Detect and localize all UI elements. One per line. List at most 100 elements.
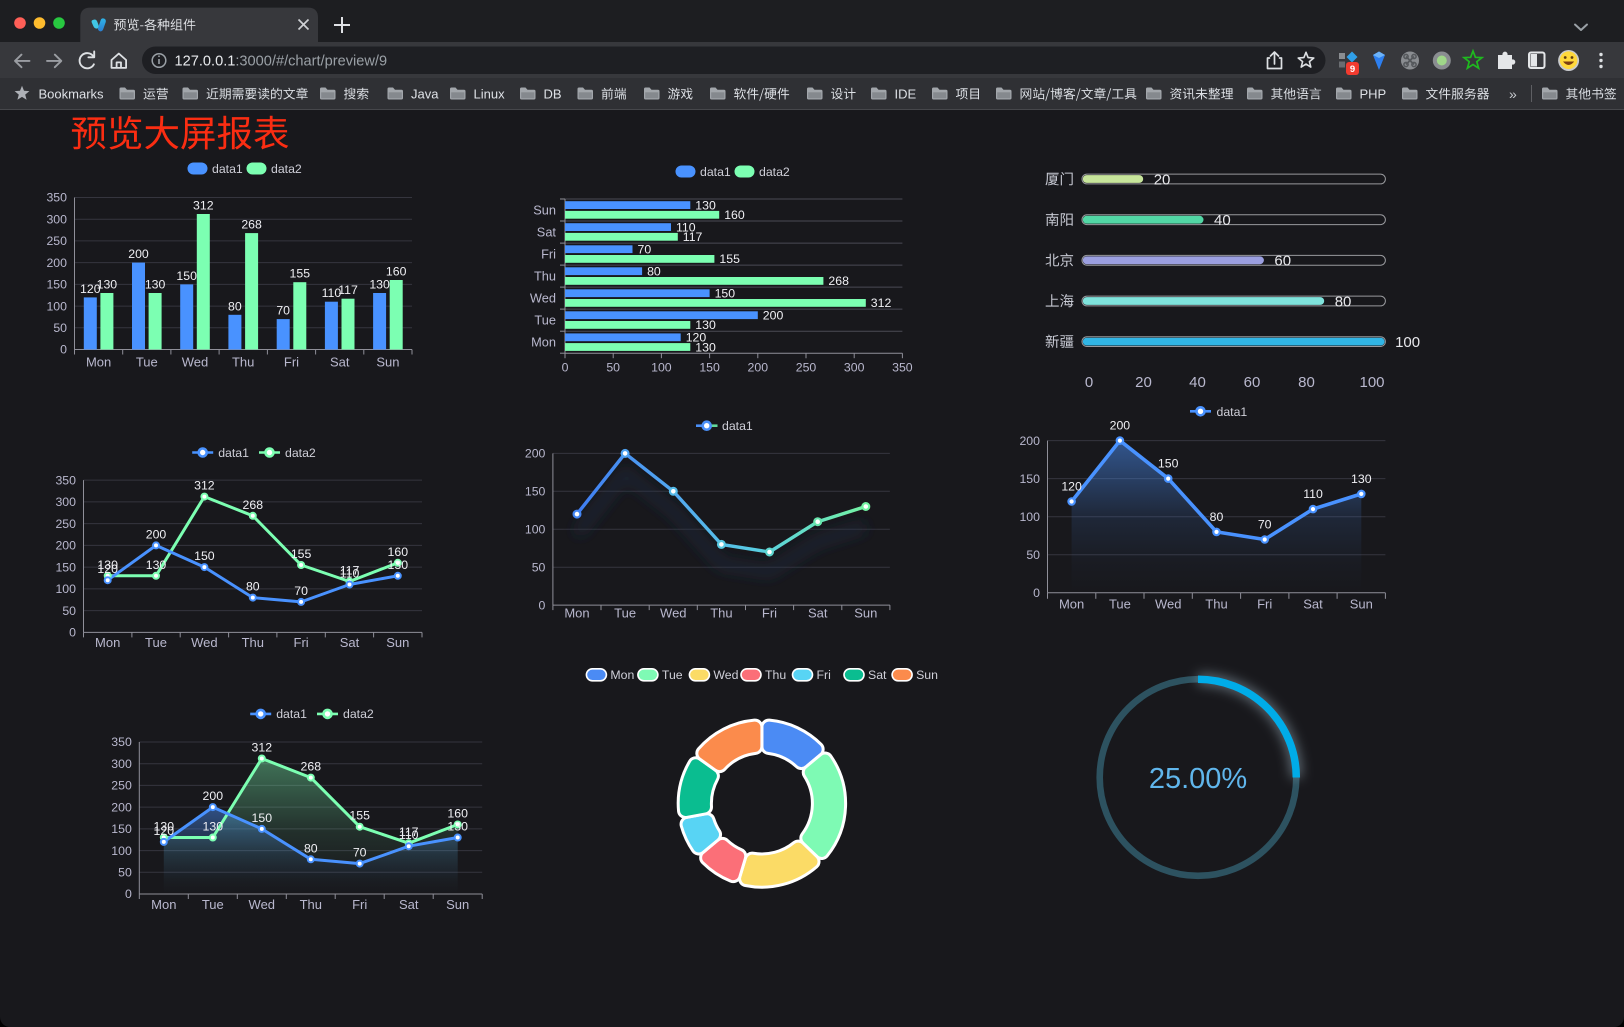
- svg-text:Wed: Wed: [191, 635, 218, 650]
- svg-text:200: 200: [55, 539, 76, 553]
- svg-text:Fri: Fri: [1257, 597, 1272, 612]
- svg-text:DB: DB: [544, 87, 562, 102]
- svg-text:117: 117: [399, 825, 419, 839]
- svg-text:120: 120: [154, 824, 175, 838]
- svg-text:Sat: Sat: [808, 606, 828, 621]
- svg-text:130: 130: [145, 278, 166, 292]
- svg-text:Wed: Wed: [713, 668, 738, 682]
- svg-text:0: 0: [125, 887, 132, 901]
- svg-text:100: 100: [1359, 374, 1384, 391]
- svg-text:130: 130: [369, 278, 390, 292]
- svg-text:Mon: Mon: [564, 606, 589, 621]
- svg-text:Sun: Sun: [386, 635, 409, 650]
- svg-text:Fri: Fri: [817, 668, 831, 682]
- svg-text:Fri: Fri: [352, 897, 367, 912]
- svg-text:130: 130: [695, 198, 716, 212]
- svg-text:160: 160: [388, 545, 409, 559]
- svg-text:130: 130: [388, 558, 409, 572]
- svg-text:200: 200: [525, 447, 546, 461]
- svg-text:150: 150: [1158, 457, 1179, 471]
- svg-text:130: 130: [695, 318, 716, 332]
- svg-text:25.00%: 25.00%: [1149, 763, 1247, 795]
- svg-text:110: 110: [676, 220, 696, 234]
- svg-text:120: 120: [80, 282, 101, 296]
- svg-text:data1: data1: [212, 162, 243, 176]
- svg-text:150: 150: [46, 278, 67, 292]
- svg-text:0: 0: [69, 626, 76, 640]
- svg-text:20: 20: [1135, 374, 1152, 391]
- svg-text:70: 70: [1258, 518, 1272, 532]
- svg-text:data2: data2: [343, 707, 374, 721]
- svg-text:150: 150: [111, 822, 132, 836]
- svg-text:300: 300: [844, 361, 865, 375]
- svg-text:data1: data1: [276, 707, 307, 721]
- svg-text:Thu: Thu: [1205, 597, 1227, 612]
- svg-text:350: 350: [111, 735, 132, 749]
- svg-text:0: 0: [60, 343, 67, 357]
- svg-text:Fri: Fri: [541, 246, 556, 261]
- svg-text:268: 268: [301, 760, 322, 774]
- svg-text:268: 268: [241, 218, 262, 232]
- svg-text:Mon: Mon: [86, 355, 111, 370]
- svg-text:Mon: Mon: [610, 668, 634, 682]
- svg-text:160: 160: [386, 265, 407, 279]
- svg-text:130: 130: [97, 278, 118, 292]
- svg-text:data1: data1: [700, 165, 731, 179]
- svg-text:Mon: Mon: [531, 335, 556, 350]
- svg-text:350: 350: [46, 191, 67, 205]
- svg-text:130: 130: [695, 340, 716, 354]
- svg-text:117: 117: [338, 283, 358, 297]
- svg-text:150: 150: [699, 361, 720, 375]
- svg-text:300: 300: [46, 212, 67, 226]
- svg-text:70: 70: [276, 304, 290, 318]
- svg-text:312: 312: [871, 296, 892, 310]
- svg-text:9: 9: [1350, 64, 1355, 75]
- svg-text:100: 100: [46, 299, 67, 313]
- svg-text:110: 110: [340, 567, 360, 581]
- svg-text:Java: Java: [411, 87, 439, 102]
- svg-text:Sun: Sun: [916, 668, 938, 682]
- svg-text:0: 0: [1033, 586, 1040, 600]
- svg-text:Sun: Sun: [1350, 597, 1373, 612]
- svg-text:Sat: Sat: [399, 897, 419, 912]
- svg-text:»: »: [1509, 86, 1517, 102]
- svg-text:130: 130: [97, 558, 118, 572]
- svg-text:70: 70: [294, 584, 308, 598]
- svg-text:200: 200: [111, 800, 132, 814]
- svg-text:0: 0: [562, 361, 569, 375]
- svg-text:155: 155: [349, 809, 370, 823]
- svg-text:350: 350: [55, 473, 76, 487]
- svg-text:80: 80: [1335, 293, 1352, 310]
- svg-text:150: 150: [194, 549, 215, 563]
- svg-text:Sat: Sat: [537, 224, 557, 239]
- svg-text:200: 200: [46, 256, 67, 270]
- svg-text:350: 350: [892, 361, 913, 375]
- svg-text:Tue: Tue: [202, 897, 224, 912]
- svg-text:Linux: Linux: [474, 87, 506, 102]
- svg-text:268: 268: [243, 498, 264, 512]
- svg-text:80: 80: [1298, 374, 1315, 391]
- svg-text:100: 100: [111, 844, 132, 858]
- svg-text:Thu: Thu: [534, 268, 556, 283]
- svg-text:Mon: Mon: [1059, 597, 1084, 612]
- svg-text:70: 70: [353, 846, 367, 860]
- svg-text:127.0.0.1:3000/#/chart/preview: 127.0.0.1:3000/#/chart/preview/9: [175, 54, 388, 70]
- svg-text:Wed: Wed: [530, 290, 556, 305]
- svg-text:0: 0: [539, 598, 546, 612]
- svg-text:110: 110: [322, 286, 342, 300]
- svg-text:Sun: Sun: [446, 897, 469, 912]
- svg-text:50: 50: [53, 321, 67, 335]
- svg-text:130: 130: [146, 558, 167, 572]
- svg-text:160: 160: [724, 208, 745, 222]
- svg-text:Mon: Mon: [95, 635, 120, 650]
- svg-text:117: 117: [683, 230, 703, 244]
- svg-text:Sun: Sun: [854, 606, 877, 621]
- svg-text:Tue: Tue: [662, 668, 683, 682]
- svg-text:Tue: Tue: [136, 355, 158, 370]
- svg-text:155: 155: [291, 547, 312, 561]
- svg-text:120: 120: [686, 331, 707, 345]
- svg-text:200: 200: [763, 309, 784, 323]
- svg-text:117: 117: [340, 564, 360, 578]
- svg-text:100: 100: [55, 582, 76, 596]
- svg-text:Sat: Sat: [1303, 597, 1323, 612]
